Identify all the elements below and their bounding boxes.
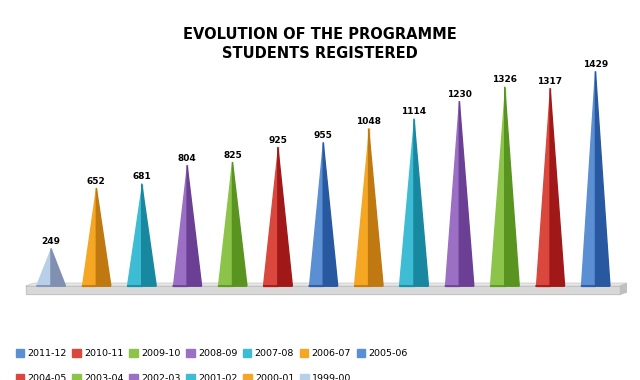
Polygon shape — [536, 88, 550, 286]
Polygon shape — [51, 249, 65, 286]
Text: 249: 249 — [42, 237, 60, 246]
Polygon shape — [232, 162, 247, 286]
Text: 1114: 1114 — [401, 107, 426, 116]
Text: 652: 652 — [87, 177, 106, 186]
Polygon shape — [620, 283, 628, 294]
Text: 1326: 1326 — [492, 76, 517, 84]
Text: 1230: 1230 — [447, 90, 472, 99]
Text: 1317: 1317 — [538, 77, 563, 86]
Polygon shape — [218, 162, 232, 286]
Polygon shape — [26, 286, 620, 294]
Polygon shape — [127, 184, 141, 286]
Polygon shape — [141, 184, 156, 286]
Polygon shape — [581, 71, 595, 286]
Polygon shape — [173, 165, 187, 286]
Polygon shape — [36, 249, 51, 286]
Polygon shape — [505, 87, 519, 286]
Polygon shape — [97, 188, 111, 286]
Text: 825: 825 — [223, 151, 242, 160]
Legend: 2004-05, 2003-04, 2002-03, 2001-02, 2000-01, 1999-00: 2004-05, 2003-04, 2002-03, 2001-02, 2000… — [12, 370, 355, 380]
Polygon shape — [490, 87, 505, 286]
Text: 1429: 1429 — [583, 60, 608, 69]
Text: 681: 681 — [132, 173, 151, 181]
Polygon shape — [82, 188, 97, 286]
Polygon shape — [369, 128, 383, 286]
Polygon shape — [550, 88, 564, 286]
Text: 1048: 1048 — [356, 117, 381, 126]
Polygon shape — [278, 147, 292, 286]
Polygon shape — [308, 142, 323, 286]
Text: 925: 925 — [268, 136, 287, 145]
Text: 804: 804 — [178, 154, 196, 163]
Text: EVOLUTION OF THE PROGRAMME
STUDENTS REGISTERED: EVOLUTION OF THE PROGRAMME STUDENTS REGI… — [183, 27, 457, 62]
Polygon shape — [323, 142, 338, 286]
Polygon shape — [399, 119, 414, 286]
Polygon shape — [414, 119, 428, 286]
Polygon shape — [187, 165, 202, 286]
Polygon shape — [460, 101, 474, 286]
Text: 955: 955 — [314, 131, 333, 140]
Polygon shape — [354, 128, 369, 286]
Polygon shape — [26, 283, 628, 286]
Polygon shape — [445, 101, 460, 286]
Polygon shape — [595, 71, 610, 286]
Polygon shape — [263, 147, 278, 286]
